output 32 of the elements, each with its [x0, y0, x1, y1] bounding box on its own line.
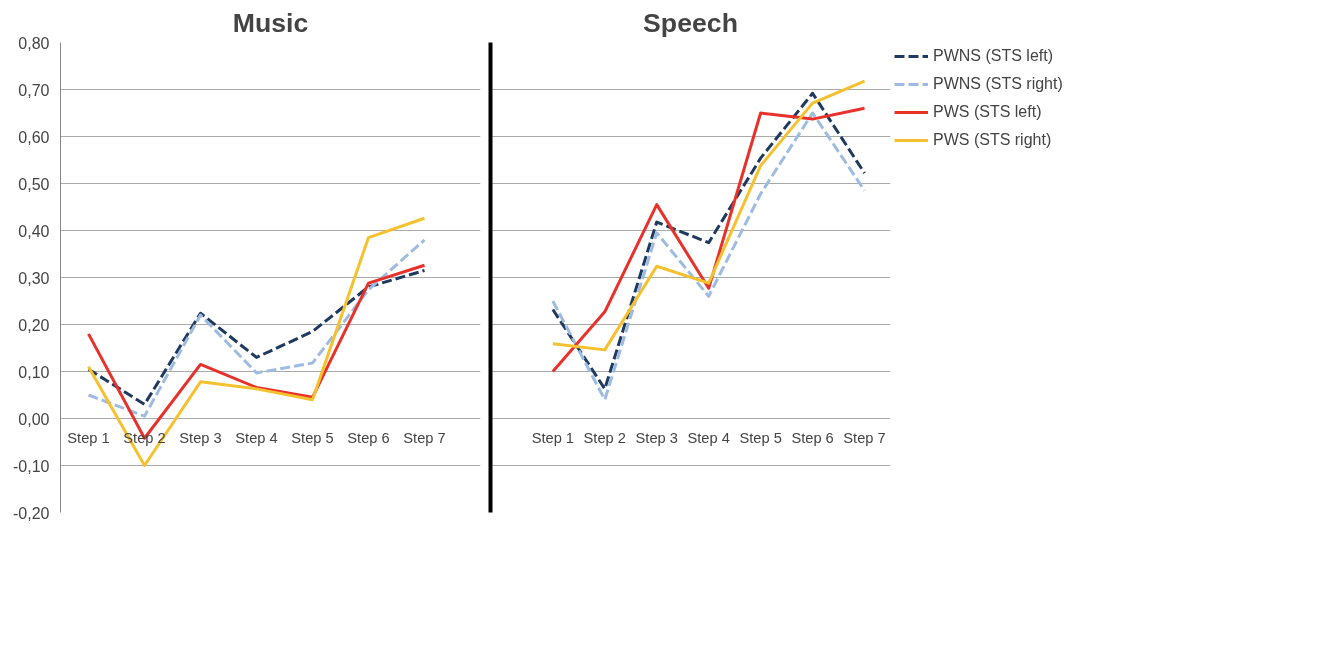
- y-tick-label: 0,70: [18, 81, 50, 99]
- y-tick-label: 0,50: [18, 175, 50, 193]
- x-tick-label: Step 5: [739, 429, 782, 446]
- legend-label: PWNS (STS right): [933, 75, 1063, 93]
- y-tick-label: 0,10: [18, 363, 50, 381]
- legend-label: PWS (STS right): [933, 131, 1052, 149]
- x-tick-label: Step 1: [67, 429, 110, 446]
- line-series: [87, 238, 426, 418]
- x-tick-label: Step 6: [791, 429, 834, 446]
- line-series: [87, 268, 426, 406]
- x-tick-label: Step 1: [531, 429, 575, 446]
- y-tick-label: 0,00: [18, 410, 50, 428]
- y-tick-label: 0,30: [18, 269, 50, 287]
- x-tick-label: Step 7: [843, 429, 886, 446]
- y-tick-label: -0,20: [13, 504, 50, 522]
- y-tick-label: -0,10: [13, 457, 50, 475]
- legend-label: PWS (STS left): [933, 103, 1042, 121]
- x-tick-label: Step 6: [347, 429, 390, 446]
- y-tick-label: 0,20: [18, 316, 50, 334]
- x-tick-label: Step 4: [235, 429, 278, 446]
- x-tick-label: Step 3: [635, 429, 678, 446]
- chart-title: Music: [232, 7, 309, 38]
- x-tick-label: Step 5: [291, 429, 334, 446]
- chart-title: Speech: [643, 7, 738, 38]
- x-tick-label: Step 7: [403, 429, 446, 446]
- y-tick-label: 0,60: [18, 128, 50, 146]
- y-tick-label: 0,40: [18, 222, 50, 240]
- x-tick-label: Step 4: [687, 429, 730, 446]
- x-tick-label: Step 3: [179, 429, 222, 446]
- legend-label: PWNS (STS left): [933, 47, 1054, 65]
- x-tick-label: Step 2: [583, 429, 626, 446]
- y-tick-label: 0,80: [18, 34, 50, 52]
